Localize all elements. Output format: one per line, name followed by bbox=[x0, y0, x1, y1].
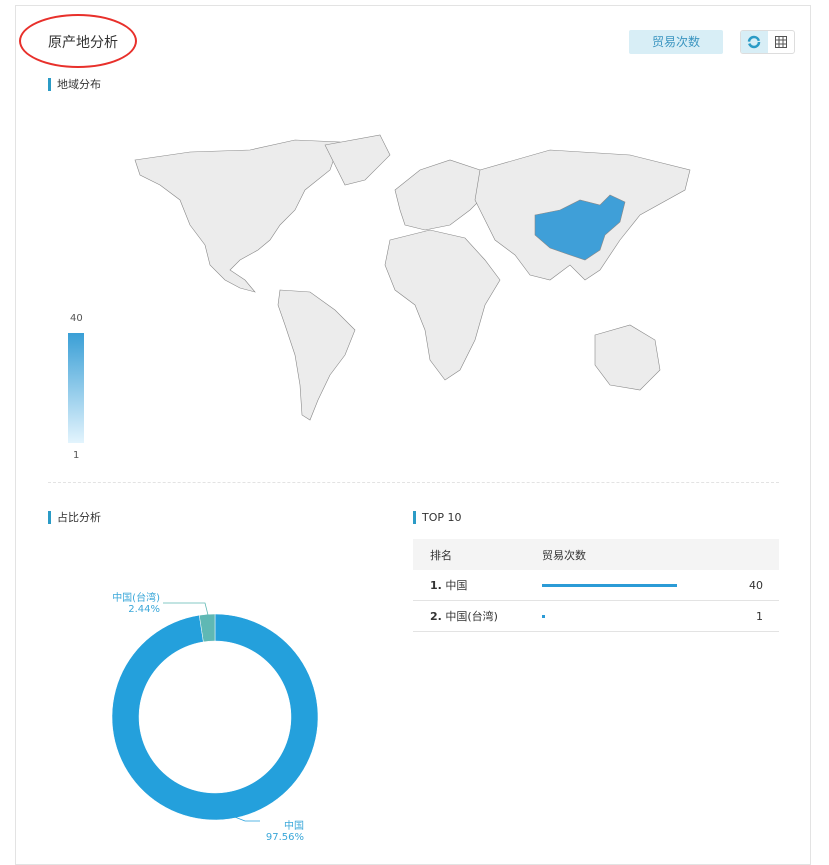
visual-map-legend[interactable] bbox=[68, 333, 84, 443]
map-region-china bbox=[534, 194, 626, 261]
top10-table: 排名 贸易次数 1. 中国 40 2. 中国(台湾) 1 bbox=[413, 539, 779, 632]
top10-section-title: TOP 10 bbox=[413, 511, 462, 524]
map-greenland bbox=[324, 134, 391, 186]
value-bar bbox=[542, 614, 546, 618]
table-view-button[interactable] bbox=[768, 31, 795, 53]
pie-label-name: 中国(台湾) bbox=[112, 593, 160, 604]
pie-label-lines bbox=[163, 602, 260, 822]
red-annotation-circle bbox=[19, 14, 137, 68]
table-header: 排名 贸易次数 bbox=[413, 539, 779, 570]
section-divider bbox=[48, 482, 779, 483]
table-row[interactable]: 2. 中国(台湾) 1 bbox=[413, 600, 779, 632]
metric-button[interactable]: 贸易次数 bbox=[629, 30, 723, 54]
map-south-america bbox=[277, 289, 356, 421]
rank: 1. bbox=[430, 579, 442, 592]
pie-label-percent: 2.44% bbox=[128, 604, 160, 615]
map-north-america bbox=[134, 139, 341, 293]
table-icon bbox=[774, 36, 787, 48]
legend-max-label: 40 bbox=[70, 313, 83, 324]
pie-label-taiwan: 中国(台湾) 2.44% bbox=[100, 593, 160, 615]
pie-label-percent: 97.56% bbox=[265, 832, 304, 843]
map-europe bbox=[394, 159, 491, 231]
donut-slice[interactable] bbox=[111, 613, 319, 821]
legend-min-label: 1 bbox=[73, 450, 80, 461]
rank: 2. bbox=[430, 610, 442, 623]
view-toggle[interactable] bbox=[740, 30, 795, 54]
pie-section-title: 占比分析 bbox=[48, 511, 101, 524]
pie-label-name: 中国 bbox=[284, 821, 304, 832]
value-bar bbox=[542, 583, 677, 587]
table-row[interactable]: 1. 中国 40 bbox=[413, 570, 779, 601]
trade-count: 40 bbox=[735, 570, 779, 601]
donut-icon bbox=[748, 35, 761, 49]
donut-slice[interactable] bbox=[198, 613, 216, 643]
map-africa bbox=[384, 229, 501, 381]
pie-label-china: 中国 97.56% bbox=[262, 821, 304, 843]
donut-chart[interactable] bbox=[100, 600, 330, 835]
world-map[interactable] bbox=[130, 130, 695, 425]
donut-view-button[interactable] bbox=[741, 31, 768, 53]
trade-count: 1 bbox=[735, 600, 779, 632]
col-rank: 排名 bbox=[413, 539, 541, 570]
map-australia bbox=[594, 324, 661, 391]
country-name: 中国 bbox=[445, 579, 468, 592]
col-trade-count: 贸易次数 bbox=[541, 539, 736, 570]
country-name: 中国(台湾) bbox=[445, 610, 498, 623]
map-section-title: 地域分布 bbox=[48, 78, 101, 91]
